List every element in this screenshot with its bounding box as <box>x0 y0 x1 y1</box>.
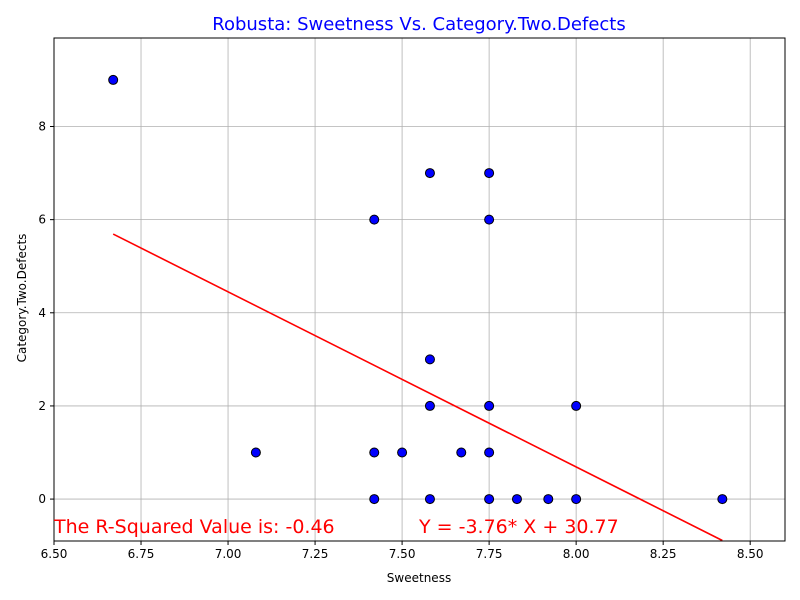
regression-equation-annotation: Y = -3.76* X + 30.77 <box>418 516 619 538</box>
grid <box>53 38 785 541</box>
ticks: 6.50 6.75 7.00 7.25 7.50 7.75 8.00 8.25 8.50 0 2 4 6… <box>38 119 763 561</box>
data-point <box>369 494 380 505</box>
regression-layer <box>112 233 723 542</box>
data-point <box>424 354 435 365</box>
data-point <box>484 400 495 411</box>
x-tick-label: 7.50 <box>389 547 416 561</box>
x-axis-label: Sweetness <box>387 571 451 585</box>
data-point <box>424 494 435 505</box>
x-tick-label: 6.50 <box>41 547 68 561</box>
points-layer <box>108 74 728 505</box>
data-point <box>543 494 554 505</box>
x-tick-label: 7.00 <box>215 547 242 561</box>
data-point <box>108 74 119 85</box>
r-squared-annotation: The R-Squared Value is: -0.46 <box>53 516 335 538</box>
data-point <box>369 447 380 458</box>
data-point <box>571 494 582 505</box>
plot-frame <box>53 37 786 542</box>
data-point <box>571 400 582 411</box>
data-point <box>484 494 495 505</box>
y-tick-label: 8 <box>38 119 46 133</box>
data-point <box>397 447 408 458</box>
x-tick-label: 7.25 <box>302 547 329 561</box>
y-tick-label: 0 <box>38 492 46 506</box>
data-point <box>456 447 467 458</box>
y-tick-label: 6 <box>38 213 46 227</box>
data-point <box>250 447 261 458</box>
data-point <box>424 168 435 179</box>
data-point <box>484 447 495 458</box>
data-point <box>511 494 522 505</box>
regression-line <box>112 233 723 542</box>
data-point <box>484 168 495 179</box>
x-tick-label: 8.00 <box>563 547 590 561</box>
y-tick-label: 2 <box>38 399 46 413</box>
y-axis-label: Category.Two.Defects <box>15 234 29 363</box>
data-point <box>369 214 380 225</box>
data-point <box>424 400 435 411</box>
y-tick-label: 4 <box>38 306 46 320</box>
x-tick-label: 8.25 <box>650 547 677 561</box>
x-tick-label: 8.50 <box>737 547 764 561</box>
data-point <box>484 214 495 225</box>
x-tick-label: 6.75 <box>128 547 155 561</box>
data-point <box>717 494 728 505</box>
chart-title: Robusta: Sweetness Vs. Category.Two.Defe… <box>212 14 625 35</box>
x-tick-label: 7.75 <box>476 547 503 561</box>
